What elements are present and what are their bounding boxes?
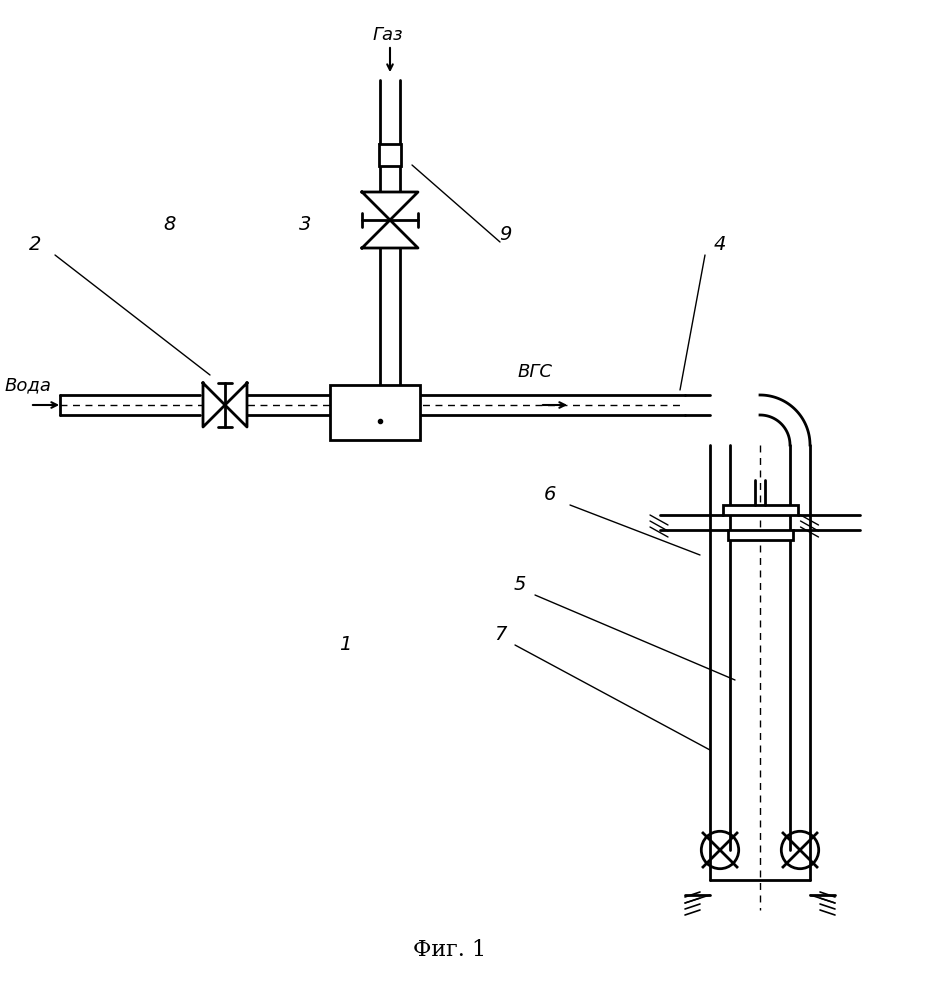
- Polygon shape: [362, 220, 418, 248]
- Text: 4: 4: [713, 235, 726, 254]
- Bar: [379, 144, 401, 166]
- Text: 6: 6: [543, 486, 556, 504]
- Text: 9: 9: [498, 226, 510, 244]
- Bar: [722, 505, 796, 515]
- Text: ВГС: ВГС: [517, 363, 552, 381]
- Text: 7: 7: [494, 626, 506, 645]
- Polygon shape: [225, 383, 247, 427]
- Text: Вода: Вода: [5, 376, 52, 394]
- Text: Газ: Газ: [372, 26, 403, 44]
- Bar: [727, 530, 792, 540]
- Text: 3: 3: [299, 216, 311, 234]
- Text: 8: 8: [163, 216, 176, 234]
- Polygon shape: [362, 192, 418, 220]
- Polygon shape: [203, 383, 225, 427]
- Bar: [329, 385, 419, 440]
- Text: 2: 2: [29, 235, 41, 254]
- Text: Фиг. 1: Фиг. 1: [413, 939, 486, 961]
- Text: 1: 1: [339, 636, 351, 654]
- Text: 5: 5: [513, 575, 525, 594]
